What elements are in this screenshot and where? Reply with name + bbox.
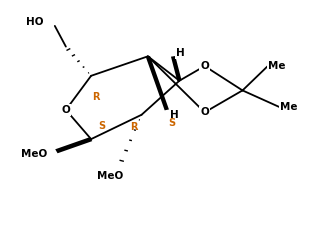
Text: Me: Me (268, 61, 285, 71)
Text: MeO: MeO (97, 171, 123, 181)
Text: O: O (200, 61, 209, 71)
Polygon shape (146, 56, 169, 110)
Text: MeO: MeO (21, 149, 47, 159)
Text: S: S (99, 121, 106, 131)
Text: R: R (130, 122, 137, 132)
Polygon shape (171, 56, 182, 81)
Text: HO: HO (26, 17, 44, 27)
Text: O: O (200, 107, 209, 117)
Text: H: H (170, 110, 179, 120)
Text: H: H (176, 48, 185, 58)
Text: O: O (62, 105, 70, 115)
Text: R: R (92, 91, 100, 102)
Polygon shape (55, 137, 92, 153)
Text: Me: Me (280, 102, 298, 113)
Text: S: S (168, 118, 175, 128)
